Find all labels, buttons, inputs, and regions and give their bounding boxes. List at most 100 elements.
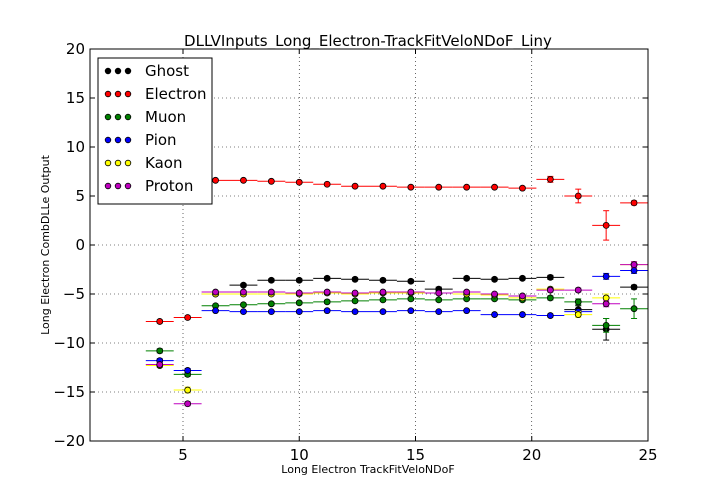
data-point (240, 281, 247, 289)
data-point (184, 400, 192, 408)
y-tick-label: 15 (66, 89, 85, 107)
legend-marker (124, 113, 132, 121)
data-point (212, 288, 219, 296)
data-point (630, 305, 638, 313)
data-point (267, 300, 275, 308)
data-point (602, 321, 610, 329)
legend-marker (104, 159, 112, 167)
data-point (463, 183, 471, 191)
data-point (379, 296, 387, 304)
data-point (574, 192, 582, 200)
data-point (435, 289, 443, 297)
data-point (491, 290, 498, 298)
data-point (323, 274, 331, 282)
x-tick-label: 25 (638, 446, 657, 464)
legend-label: Ghost (145, 62, 189, 80)
data-point (323, 307, 331, 315)
y-tick-label: −20 (53, 432, 85, 450)
y-tick-label: 20 (66, 40, 85, 58)
data-point (491, 275, 498, 283)
data-point (602, 294, 610, 302)
data-point (630, 283, 638, 291)
data-point (184, 386, 192, 394)
y-tick-label: −10 (53, 334, 85, 352)
data-point (602, 272, 610, 280)
data-point (519, 184, 526, 192)
y-tick-label: −15 (53, 383, 85, 401)
y-tick-label: 10 (66, 138, 85, 156)
legend-marker (104, 90, 112, 98)
data-point (435, 308, 443, 316)
data-point (602, 300, 610, 308)
data-point (212, 176, 219, 184)
data-point (379, 182, 387, 190)
legend-marker (124, 67, 132, 75)
data-point (407, 307, 415, 315)
data-point (351, 297, 359, 305)
y-tick-label: 0 (75, 236, 85, 254)
data-point (323, 180, 331, 188)
legend-marker (124, 90, 132, 98)
data-point (323, 298, 331, 306)
data-point (267, 308, 275, 316)
y-tick-label: 5 (75, 187, 85, 205)
x-tick-label: 5 (178, 446, 188, 464)
data-point (574, 286, 582, 294)
legend-marker (124, 182, 132, 190)
legend-marker (104, 67, 112, 75)
data-point (267, 288, 275, 296)
data-point (351, 308, 359, 316)
legend-label: Proton (145, 177, 193, 195)
data-series (145, 175, 648, 408)
legend-marker (104, 182, 112, 190)
data-point (295, 276, 303, 284)
legend-marker (104, 136, 112, 144)
data-point (463, 307, 471, 315)
y-axis-label: Long Electron CombDLLe Output (39, 154, 52, 335)
data-point (295, 289, 303, 297)
data-point (407, 295, 415, 303)
data-point (240, 176, 247, 184)
legend-box (97, 57, 213, 205)
data-point (184, 367, 192, 374)
data-point (156, 318, 164, 325)
data-point (184, 314, 192, 321)
data-point (156, 347, 164, 355)
data-point (602, 221, 610, 229)
chart-title: DLLVInputs_Long_Electron-TrackFitVeloNDo… (184, 32, 552, 51)
data-point (156, 361, 164, 368)
data-point (407, 288, 415, 296)
axis-ticks: 5 10 15 20 25 −20 −15 −10 −5 0 5 10 15 20 (53, 40, 657, 464)
data-point (379, 308, 387, 316)
x-tick-label: 20 (522, 446, 541, 464)
data-point (351, 275, 359, 283)
data-point (240, 301, 247, 309)
y-tick-label: −5 (63, 285, 85, 303)
data-point (295, 299, 303, 307)
data-point (519, 274, 526, 282)
legend-marker (124, 136, 132, 144)
legend-marker (114, 113, 122, 121)
data-point (379, 288, 387, 296)
data-point (435, 183, 443, 191)
data-point (295, 308, 303, 316)
legend-label: Electron (145, 85, 207, 103)
data-point (295, 178, 303, 186)
series-proton (145, 261, 648, 408)
data-point (351, 289, 359, 297)
legend-marker (104, 113, 112, 121)
legend-label: Kaon (145, 154, 182, 172)
data-point (463, 288, 471, 296)
legend: Ghost Electron Muon Pion Kaon Proton (97, 57, 213, 205)
legend-label: Muon (145, 108, 186, 126)
data-point (630, 261, 638, 269)
data-point (519, 311, 526, 318)
data-point (240, 288, 247, 296)
data-point (519, 292, 526, 300)
data-point (630, 199, 638, 207)
data-point (546, 312, 554, 319)
x-axis-label: Long Electron TrackFitVeloNDoF (281, 463, 454, 476)
data-point (351, 182, 359, 190)
data-point (463, 274, 471, 282)
data-point (407, 277, 415, 285)
